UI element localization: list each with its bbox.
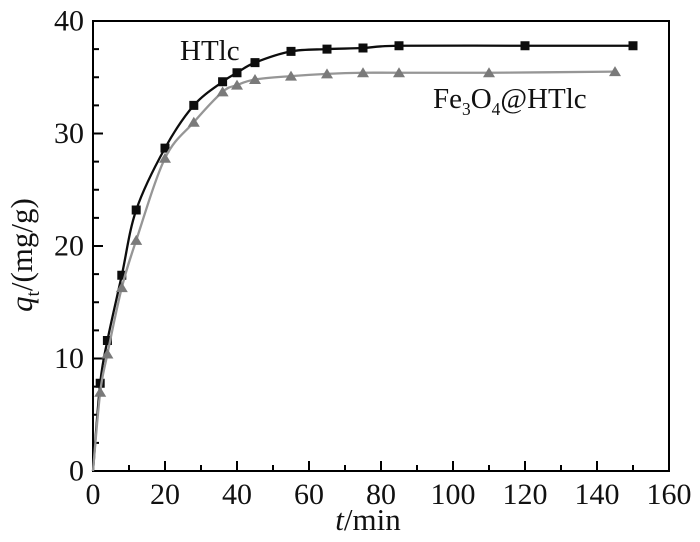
series-label-athtlc-text: @HTlc	[500, 83, 587, 115]
data-point-triangle	[357, 67, 369, 78]
data-point-triangle	[130, 234, 143, 245]
data-point-square	[394, 41, 404, 51]
x-tick-label: 120	[503, 478, 548, 511]
data-point-square	[628, 41, 638, 51]
data-point-square	[189, 100, 199, 110]
y-axis-title: qt/(mg/g)	[4, 198, 44, 312]
data-point-square	[131, 205, 141, 215]
data-point-triangle	[249, 74, 261, 84]
data-point-square	[102, 336, 112, 345]
data-point-triangle	[159, 152, 171, 163]
x-axis-variable: t	[335, 502, 344, 537]
x-tick-label: 20	[150, 478, 180, 511]
series-label-htlc-text: HTlc	[180, 35, 240, 67]
series-line-fe3o4-htlc	[91, 70, 616, 472]
data-point-square	[358, 43, 368, 53]
x-tick-label: 0	[86, 478, 101, 511]
y-axis-variable: q	[4, 296, 39, 312]
data-point-square	[117, 270, 127, 280]
y-tick-label: 40	[54, 5, 84, 38]
y-tick-label: 10	[54, 342, 84, 375]
data-point-square	[322, 44, 332, 54]
data-point-triangle	[94, 386, 107, 397]
x-tick-label: 160	[647, 478, 692, 511]
x-axis-units: /min	[343, 502, 401, 537]
data-point-square	[520, 41, 530, 51]
x-tick-label: 80	[366, 478, 396, 511]
data-point-triangle	[115, 282, 128, 293]
data-point-triangle	[321, 68, 333, 79]
data-point-square	[95, 378, 105, 388]
data-point-triangle	[187, 116, 200, 127]
x-axis-title: t/min	[335, 502, 400, 538]
series-label-sub3: 3	[462, 98, 471, 119]
series-label-o-text: O	[470, 83, 492, 115]
series-label-sub4: 4	[491, 98, 501, 119]
data-point-triangle	[231, 79, 243, 90]
data-point-triangle	[216, 86, 229, 97]
y-tick-label: 0	[69, 455, 84, 488]
data-point-square	[160, 143, 170, 153]
data-point-triangle	[285, 70, 297, 81]
data-point-square	[232, 68, 242, 78]
series-label-fe3o4-htlc: Fe3O4@HTlc	[433, 83, 587, 119]
data-point-triangle	[101, 348, 114, 359]
y-tick-label: 20	[54, 230, 84, 263]
x-tick-label: 40	[222, 478, 252, 511]
data-point-square	[218, 77, 228, 87]
y-axis-variable-subscript: t	[23, 291, 45, 297]
x-tick-label: 140	[575, 478, 620, 511]
series-label-fe-text: Fe	[433, 83, 462, 115]
y-tick-label: 30	[54, 117, 84, 150]
data-point-square	[250, 58, 260, 68]
data-point-square	[286, 46, 296, 56]
x-tick-label: 100	[431, 478, 476, 511]
data-point-triangle	[609, 66, 621, 77]
series-label-htlc: HTlc	[180, 35, 240, 68]
y-axis-units: /(mg/g)	[4, 198, 39, 292]
data-point-triangle	[393, 67, 405, 78]
data-point-triangle	[483, 67, 495, 78]
x-tick-label: 60	[294, 478, 324, 511]
